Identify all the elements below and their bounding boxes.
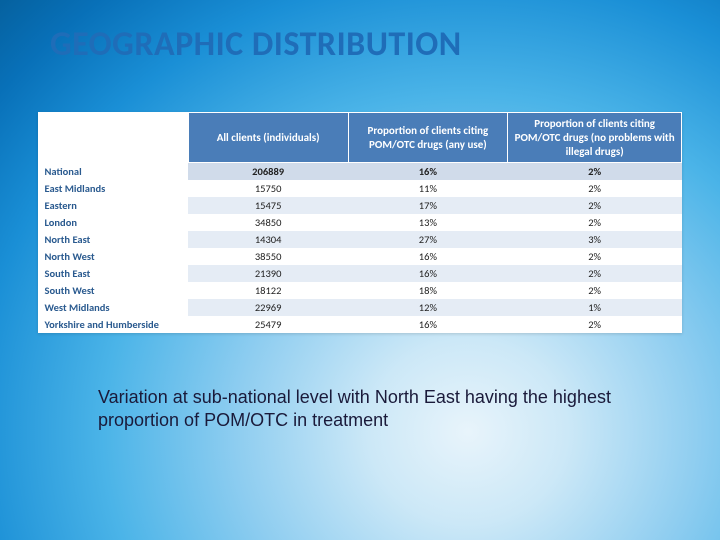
page-title: GEOGRAPHIC DISTRIBUTION <box>50 24 462 65</box>
table-header-row: All clients (individuals) Proportion of … <box>39 113 682 163</box>
geo-table: All clients (individuals) Proportion of … <box>38 112 682 333</box>
row-label: National <box>39 163 189 181</box>
cell-c3: 2% <box>508 265 682 282</box>
cell-c1: 38550 <box>188 248 348 265</box>
row-label: Eastern <box>39 197 189 214</box>
cell-c2: 11% <box>348 180 508 197</box>
cell-c1: 14304 <box>188 231 348 248</box>
cell-c2: 27% <box>348 231 508 248</box>
table-row: South West1812218%2% <box>39 282 682 299</box>
cell-c1: 206889 <box>188 163 348 181</box>
caption-text: Variation at sub-national level with Nor… <box>98 386 638 433</box>
row-label: South West <box>39 282 189 299</box>
cell-c3: 3% <box>508 231 682 248</box>
cell-c2: 16% <box>348 316 508 333</box>
row-label: East Midlands <box>39 180 189 197</box>
cell-c1: 22969 <box>188 299 348 316</box>
table-row: South East2139016%2% <box>39 265 682 282</box>
row-label: South East <box>39 265 189 282</box>
table-row: London3485013%2% <box>39 214 682 231</box>
row-label: North West <box>39 248 189 265</box>
geo-table-wrap: All clients (individuals) Proportion of … <box>38 112 682 333</box>
row-label: West Midlands <box>39 299 189 316</box>
table-row: North West3855016%2% <box>39 248 682 265</box>
row-label: London <box>39 214 189 231</box>
cell-c3: 2% <box>508 282 682 299</box>
row-label: Yorkshire and Humberside <box>39 316 189 333</box>
table-row: East Midlands1575011%2% <box>39 180 682 197</box>
cell-c3: 2% <box>508 248 682 265</box>
cell-c3: 2% <box>508 197 682 214</box>
cell-c2: 13% <box>348 214 508 231</box>
col-blank <box>39 113 189 163</box>
cell-c3: 2% <box>508 163 682 181</box>
table-row: North East1430427%3% <box>39 231 682 248</box>
table-row: Eastern1547517%2% <box>39 197 682 214</box>
cell-c1: 21390 <box>188 265 348 282</box>
table-row: National20688916%2% <box>39 163 682 181</box>
col-prop-any: Proportion of clients citing POM/OTC dru… <box>348 113 508 163</box>
cell-c2: 16% <box>348 163 508 181</box>
cell-c3: 1% <box>508 299 682 316</box>
geo-table-body: National20688916%2%East Midlands1575011%… <box>39 163 682 334</box>
col-all-clients: All clients (individuals) <box>188 113 348 163</box>
table-row: West Midlands2296912%1% <box>39 299 682 316</box>
table-row: Yorkshire and Humberside2547916%2% <box>39 316 682 333</box>
cell-c1: 25479 <box>188 316 348 333</box>
cell-c1: 18122 <box>188 282 348 299</box>
row-label: North East <box>39 231 189 248</box>
cell-c2: 12% <box>348 299 508 316</box>
cell-c2: 17% <box>348 197 508 214</box>
cell-c1: 15750 <box>188 180 348 197</box>
cell-c2: 16% <box>348 248 508 265</box>
cell-c3: 2% <box>508 316 682 333</box>
cell-c3: 2% <box>508 180 682 197</box>
cell-c3: 2% <box>508 214 682 231</box>
cell-c2: 16% <box>348 265 508 282</box>
cell-c2: 18% <box>348 282 508 299</box>
cell-c1: 15475 <box>188 197 348 214</box>
col-prop-noillegal: Proportion of clients citing POM/OTC dru… <box>508 113 682 163</box>
cell-c1: 34850 <box>188 214 348 231</box>
